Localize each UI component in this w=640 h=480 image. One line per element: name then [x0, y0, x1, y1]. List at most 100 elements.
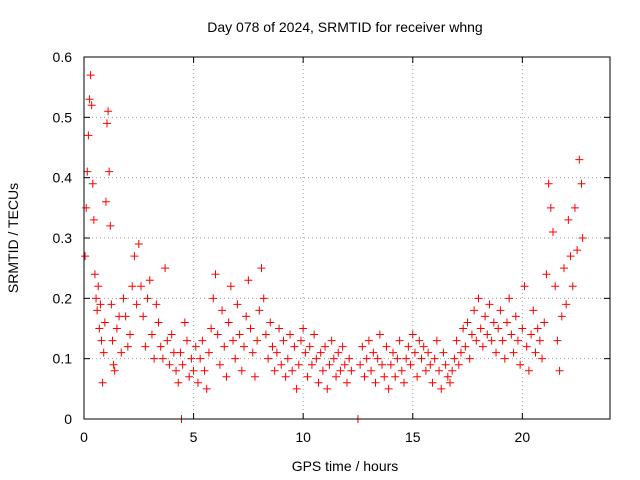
data-point: [207, 324, 216, 333]
data-point: [310, 330, 319, 339]
data-point: [229, 336, 238, 345]
data-point: [198, 336, 207, 345]
data-point: [518, 324, 527, 333]
data-point: [89, 215, 98, 224]
data-point: [389, 348, 398, 357]
data-point: [494, 324, 503, 333]
data-point: [336, 366, 345, 375]
data-point: [128, 282, 137, 291]
data-point: [465, 354, 474, 363]
data-point: [275, 324, 284, 333]
data-point: [406, 360, 415, 369]
data-point: [85, 95, 94, 104]
data-point: [105, 167, 114, 176]
data-point: [187, 354, 196, 363]
data-point: [553, 336, 562, 345]
data-point: [189, 366, 198, 375]
data-point: [193, 378, 202, 387]
data-point: [87, 101, 96, 110]
data-point: [246, 324, 255, 333]
grid: [84, 57, 610, 419]
data-point: [268, 342, 277, 351]
data-point: [139, 312, 148, 321]
data-point: [94, 282, 103, 291]
data-point: [180, 318, 189, 327]
data-point: [253, 336, 262, 345]
data-point: [470, 306, 479, 315]
data-point: [527, 330, 536, 339]
data-point: [448, 366, 457, 375]
y-tick-label: 0.5: [53, 109, 73, 125]
data-point: [123, 342, 132, 351]
data-point: [248, 348, 257, 357]
data-point: [509, 348, 518, 357]
data-point: [84, 131, 93, 140]
data-point: [92, 294, 101, 303]
x-tick-label: 15: [405, 429, 421, 445]
data-point: [165, 360, 174, 369]
data-point: [421, 366, 430, 375]
data-point: [101, 197, 110, 206]
data-point: [544, 179, 553, 188]
x-tick-label: 20: [515, 429, 531, 445]
data-point: [88, 179, 97, 188]
data-point: [174, 378, 183, 387]
data-point: [500, 354, 509, 363]
data-point: [209, 294, 218, 303]
data-point: [204, 348, 213, 357]
data-point: [314, 378, 323, 387]
data-point: [533, 324, 542, 333]
data-point: [233, 300, 242, 309]
data-point: [261, 330, 270, 339]
data-point: [81, 252, 90, 261]
data-point: [570, 203, 579, 212]
data-point: [185, 372, 194, 381]
data-point: [360, 372, 369, 381]
data-point: [446, 378, 455, 387]
data-point: [551, 282, 560, 291]
data-point: [117, 348, 126, 357]
data-point: [343, 378, 351, 387]
data-point: [83, 167, 92, 176]
data-point: [439, 348, 448, 357]
data-point: [435, 366, 444, 375]
data-point: [156, 342, 165, 351]
data-point: [161, 264, 170, 273]
x-tick-label: 10: [295, 429, 311, 445]
data-point: [270, 366, 279, 375]
y-axis-title: SRMTID / TECUs: [5, 183, 21, 293]
x-tick-label: 0: [80, 429, 88, 445]
data-point: [277, 360, 286, 369]
data-point: [272, 348, 281, 357]
data-point: [443, 372, 452, 381]
data-point: [145, 276, 154, 285]
data-point: [163, 336, 172, 345]
data-point: [110, 366, 119, 375]
data-point: [119, 294, 128, 303]
data-point: [474, 294, 483, 303]
data-point: [281, 372, 290, 381]
data-point: [408, 330, 417, 339]
data-point: [524, 366, 533, 375]
data-point: [132, 300, 141, 309]
data-point: [540, 318, 549, 327]
data-point: [82, 203, 91, 212]
data-point: [152, 300, 161, 309]
data-point: [220, 342, 229, 351]
data-point: [239, 342, 248, 351]
data-point: [472, 336, 481, 345]
data-point: [415, 336, 424, 345]
data-point: [107, 300, 116, 309]
data-point: [329, 354, 338, 363]
data-point: [380, 372, 389, 381]
data-point: [566, 252, 575, 261]
data-point: [364, 336, 373, 345]
data-point: [109, 360, 118, 369]
data-point: [430, 354, 439, 363]
data-point: [522, 342, 531, 351]
data-point: [549, 227, 558, 236]
data-point: [378, 360, 387, 369]
data-point: [231, 354, 240, 363]
data-point: [345, 354, 354, 363]
data-point: [141, 342, 150, 351]
